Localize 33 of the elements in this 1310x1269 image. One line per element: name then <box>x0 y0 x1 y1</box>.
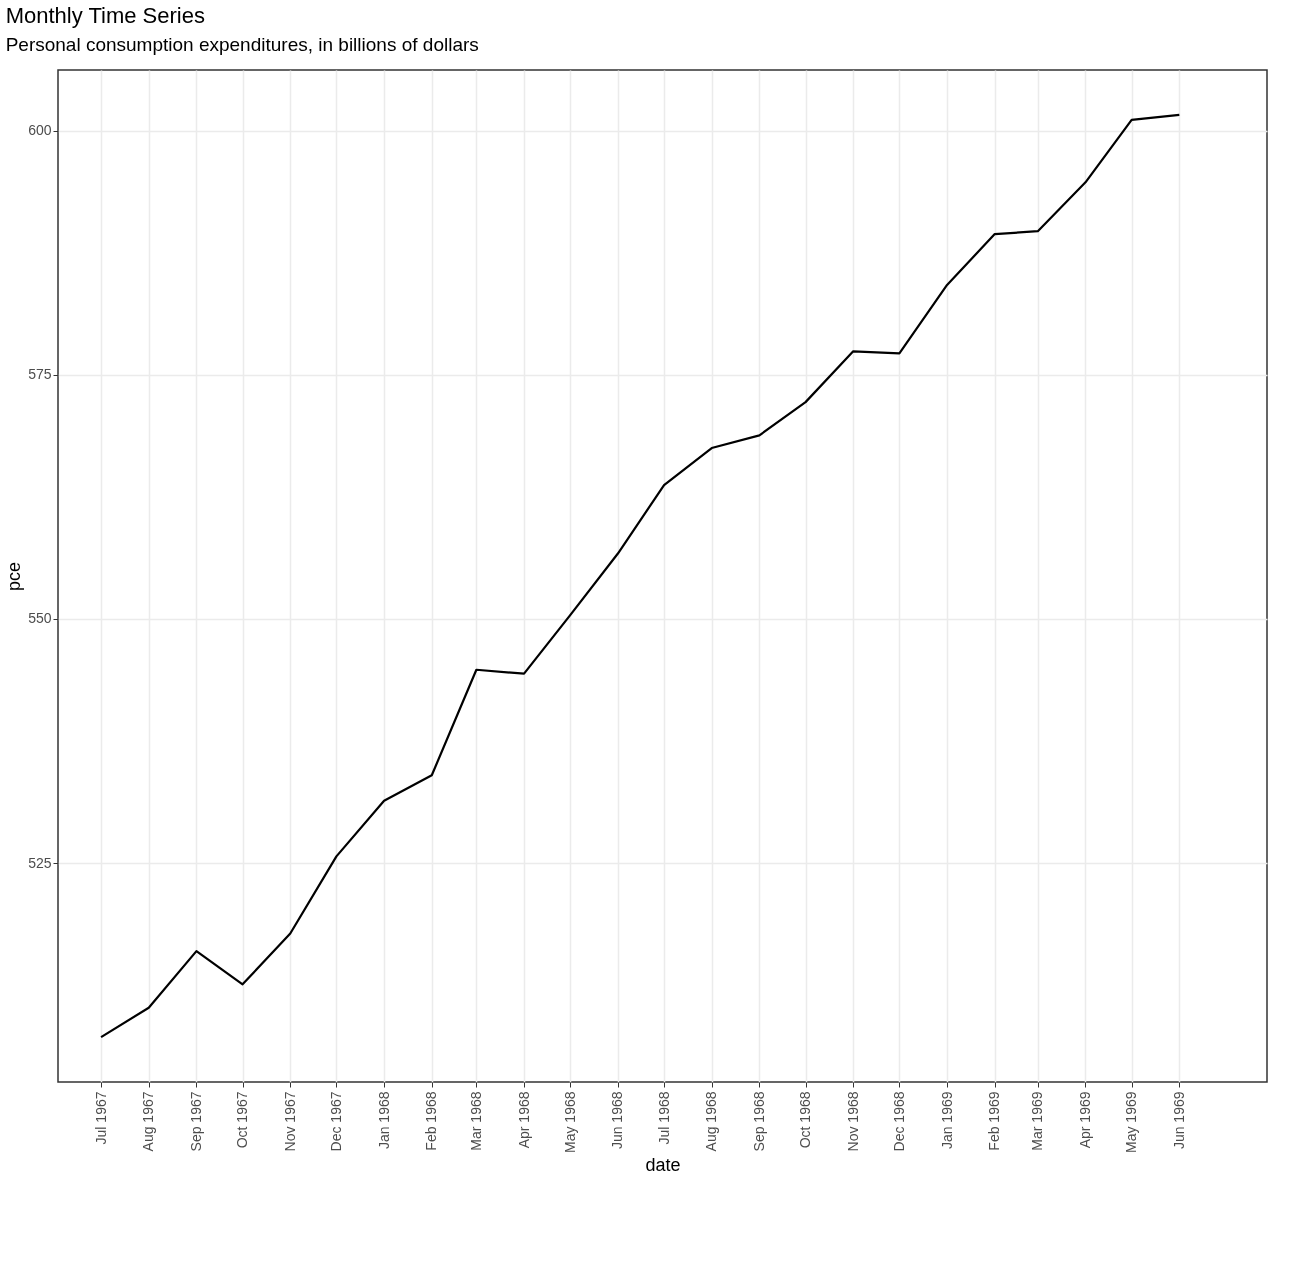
x-tick-label: Aug 1967 <box>140 1091 157 1152</box>
x-tick-label: Apr 1968 <box>515 1091 532 1149</box>
x-tick-label: Jan 1968 <box>375 1091 392 1150</box>
x-tick-label: Oct 1967 <box>234 1091 251 1149</box>
x-tick-label: Apr 1969 <box>1077 1091 1093 1149</box>
x-tick-label: Feb 1968 <box>423 1091 440 1151</box>
x-tick-label: Feb 1969 <box>986 1091 1003 1151</box>
x-tick-label: Sep 1967 <box>187 1091 204 1152</box>
y-axis-title: pce <box>4 561 25 592</box>
x-tick-label: Jun 1968 <box>609 1091 626 1150</box>
x-tick-label: Mar 1969 <box>1029 1091 1046 1151</box>
x-tick-label: Jun 1969 <box>1170 1091 1187 1150</box>
chart-title: Monthly Time Series <box>5 3 205 28</box>
chart-subtitle: Personal consumption expenditures, in billions of dollars <box>5 34 479 55</box>
x-tick-label: Nov 1968 <box>844 1091 861 1152</box>
x-tick-label: Dec 1968 <box>890 1091 907 1152</box>
x-tick-label: Jul 1968 <box>655 1091 672 1145</box>
x-tick-label: Mar 1968 <box>467 1091 484 1151</box>
x-tick-label: Jul 1967 <box>92 1091 109 1145</box>
x-tick-label: May 1968 <box>561 1091 578 1153</box>
x-tick-label: Oct 1968 <box>797 1091 814 1149</box>
x-tick-label: May 1969 <box>1123 1091 1140 1153</box>
y-tick-label: 600 <box>28 122 52 139</box>
x-tick-label: Dec 1967 <box>327 1091 344 1152</box>
y-tick-label: 550 <box>28 610 52 627</box>
x-tick-label: Sep 1968 <box>750 1091 767 1152</box>
x-tick-label: Nov 1967 <box>281 1091 298 1152</box>
y-tick-label: 525 <box>28 854 52 871</box>
x-tick-label: Jan 1969 <box>938 1091 955 1150</box>
x-tick-label: Aug 1968 <box>703 1091 720 1152</box>
x-axis-title: date <box>645 1154 681 1175</box>
y-tick-label: 575 <box>28 366 52 383</box>
line-series <box>99 113 1181 1039</box>
